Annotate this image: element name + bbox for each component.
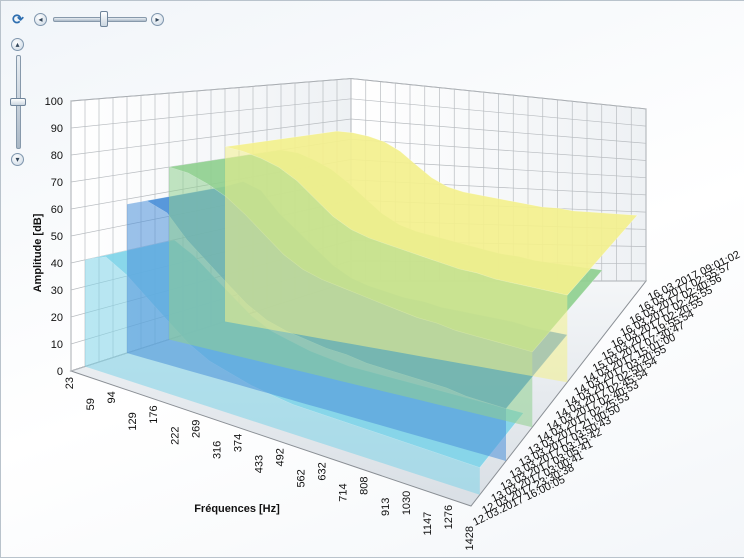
y-tick-label: 20 [51,312,63,324]
x-tick-label: 59 [85,398,97,410]
y-tick-label: 80 [51,150,63,162]
chevron-left-icon: ◂ [38,15,43,24]
x-tick-label: 94 [106,391,118,403]
x-tick-label: 1428 [464,526,476,550]
chevron-down-icon: ▾ [15,155,20,164]
x-tick-label: 176 [148,405,160,423]
y-tick-label: 50 [51,231,63,243]
x-tick-label: 222 [169,427,181,445]
x-tick-label: 433 [254,455,266,473]
grid-line [70,118,647,156]
y-tick-label: 60 [51,204,63,216]
y-tick-label: 40 [51,258,63,270]
x-tick-label: 632 [317,462,329,480]
y-tick-label: 10 [51,339,63,351]
horizontal-rotation-slider[interactable] [53,17,147,22]
rotate-down-button[interactable]: ▾ [11,153,24,166]
rotate-up-button[interactable]: ▴ [11,38,24,51]
x-tick-label: 129 [127,412,139,430]
grid-line [70,98,647,129]
x-tick-label: 316 [211,441,223,459]
y-tick-label: 0 [57,366,63,378]
vertical-slider-thumb[interactable] [10,98,26,106]
chevron-right-icon: ▸ [155,15,160,24]
x-tick-label: 269 [190,420,202,438]
refresh-icon[interactable]: ⟳ [12,11,24,27]
y-tick-label: 30 [51,285,63,297]
rotate-left-button[interactable]: ◂ [34,13,47,26]
horizontal-slider-thumb[interactable] [100,11,109,27]
chevron-up-icon: ▴ [15,40,20,49]
x-tick-label: 562 [296,469,308,487]
x-tick-label: 1276 [443,505,455,529]
surface-side-3 [85,256,480,495]
x-tick-label: 374 [232,434,244,452]
y-tick-label: 70 [51,177,63,189]
x-axis-title: Fréquences [Hz] [194,503,280,515]
x-tick-label: 808 [359,477,371,495]
y-tick-label: 90 [51,123,63,135]
x-tick-label: 1147 [422,512,434,536]
x-tick-label: 492 [275,448,287,466]
grid-line [70,78,647,110]
x-tick-label: 913 [380,498,392,516]
rotate-right-button[interactable]: ▸ [151,13,164,26]
x-tick-label: 714 [338,483,350,501]
x-tick-label: 1030 [401,491,413,515]
x-tick-label: 23 [64,377,76,389]
y-tick-label: 100 [45,96,63,108]
surface-side-0 [225,146,568,383]
y-axis-title: Amplitude [dB] [32,213,44,292]
